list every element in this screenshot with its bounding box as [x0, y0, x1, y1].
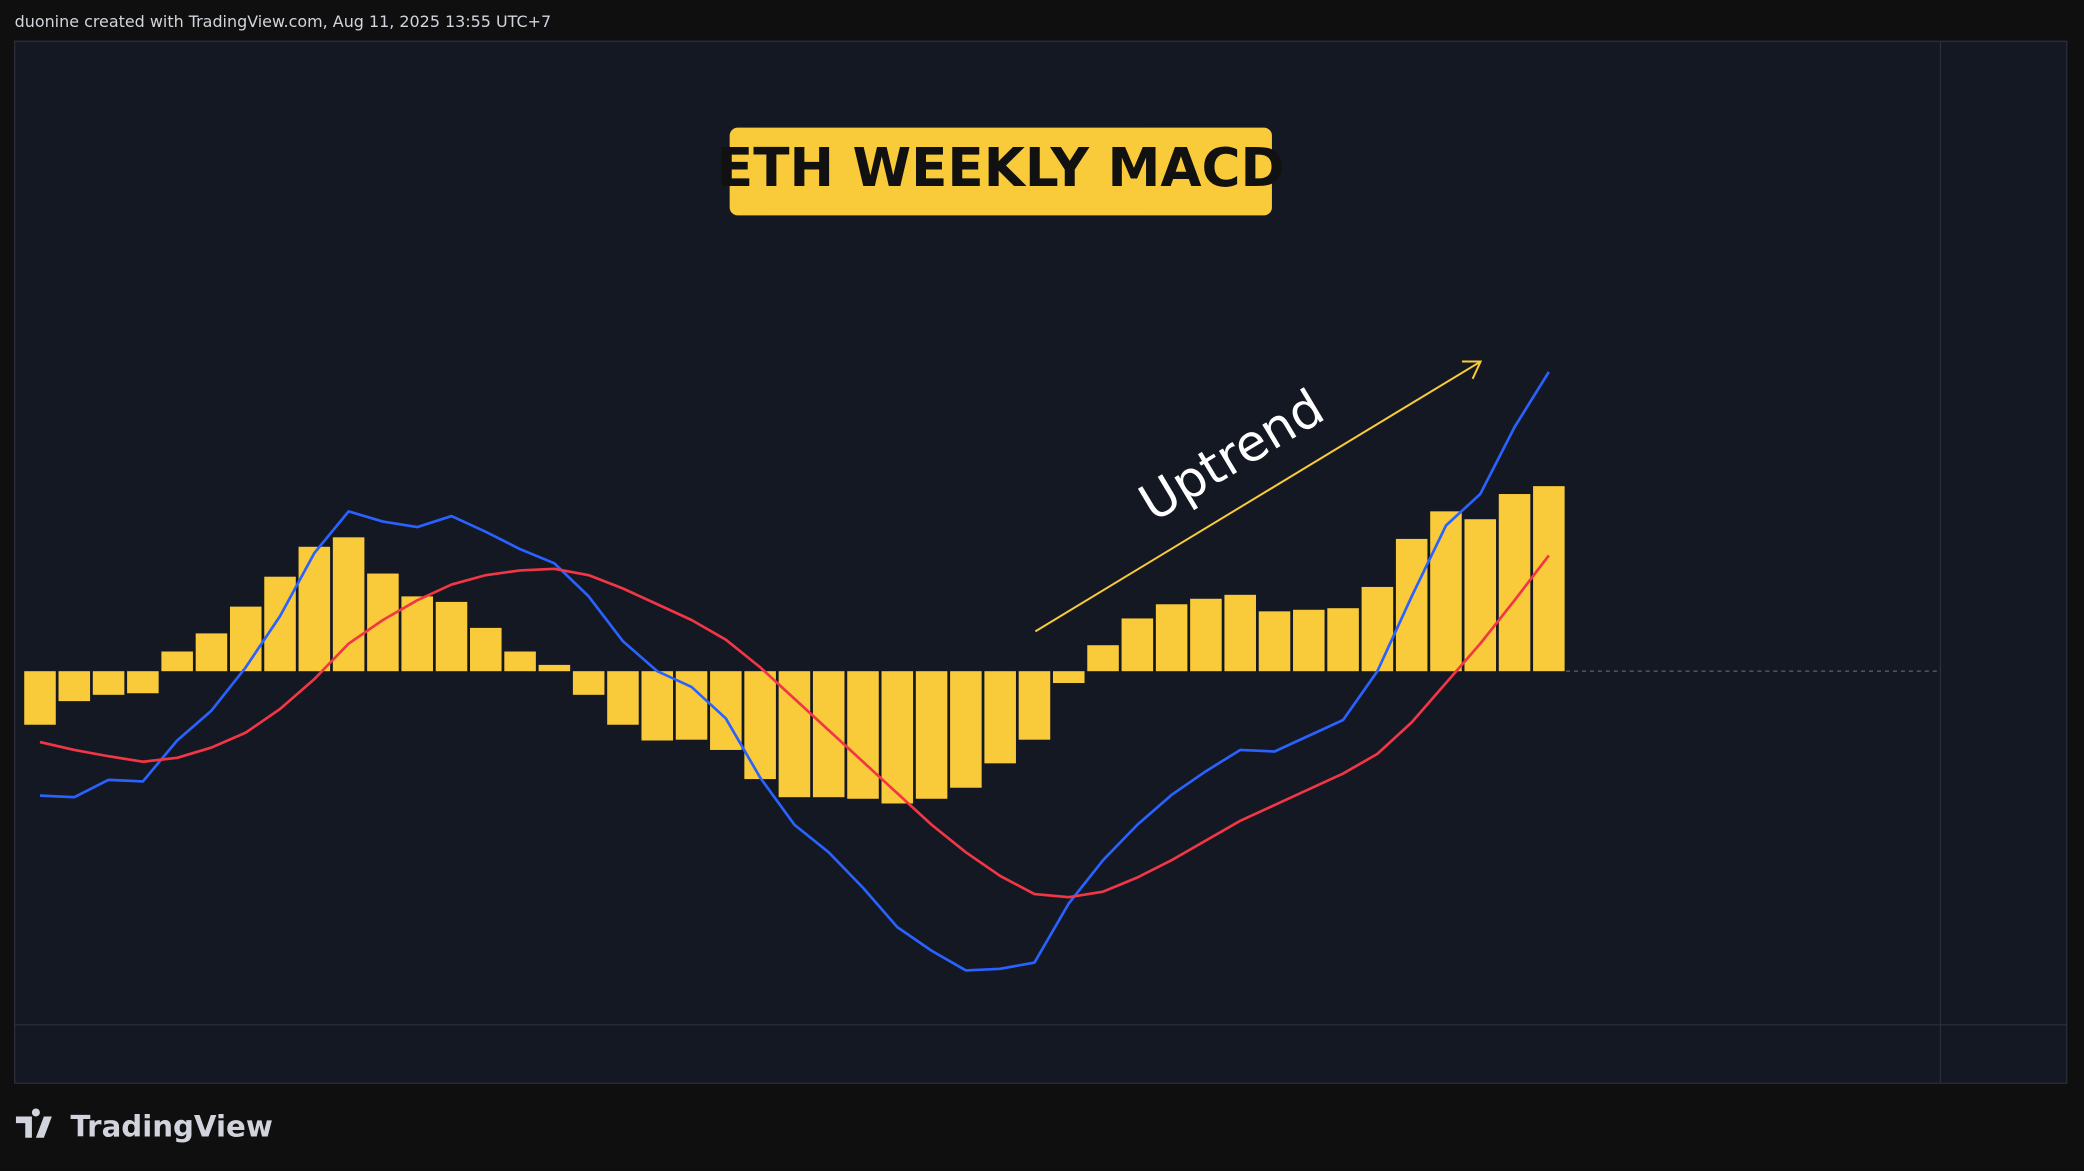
branding: TradingView [70, 1109, 272, 1143]
histogram-bar [950, 671, 982, 788]
indicator-line [39, 554, 1550, 899]
histogram-bar [915, 671, 948, 799]
histogram-bar [1498, 494, 1531, 672]
histogram-bar [1361, 586, 1394, 672]
histogram-bar [1430, 511, 1462, 672]
histogram-bar [1190, 598, 1222, 672]
logo-icon [15, 1108, 52, 1138]
histogram-bar [1293, 609, 1325, 672]
histogram-bar [1052, 671, 1085, 684]
histogram-bar [58, 671, 91, 702]
marks: 800.00700.00600.00500.00400.00300.00200.… [24, 371, 1941, 972]
histogram-bar [24, 671, 56, 725]
histogram-bar [538, 664, 571, 672]
histogram-bar [1533, 486, 1565, 672]
histogram-bar [1121, 618, 1154, 672]
histogram-bar [264, 576, 296, 672]
histogram-bar [881, 671, 914, 804]
histogram-bar [332, 537, 365, 672]
histogram-bar [401, 596, 433, 672]
chart-title: ETH WEEKLY MACD [717, 137, 1285, 199]
histogram-bar [1018, 671, 1051, 740]
histogram-bar [367, 573, 399, 672]
histogram-bar [641, 671, 674, 741]
histogram-bar [847, 671, 879, 799]
tradingview-logo: TradingView [15, 1108, 273, 1143]
histogram-bar [1327, 608, 1359, 672]
uptrend-arrow [1034, 360, 1482, 633]
histogram-bar [1087, 645, 1119, 672]
histogram-bar [92, 671, 125, 695]
histogram-bar [504, 651, 536, 672]
histogram-bar [435, 601, 468, 672]
arrow-head [1461, 360, 1483, 380]
histogram-bar [161, 651, 193, 672]
attribution: duonine created with TradingView.com, Au… [15, 12, 552, 31]
histogram-bar [744, 671, 776, 780]
indicator-line [39, 371, 1550, 972]
histogram-bar [572, 671, 605, 695]
title-box [729, 127, 1272, 216]
histogram-bar [470, 627, 502, 672]
histogram-bar [1155, 604, 1188, 672]
histogram-bar [1464, 519, 1497, 672]
histogram-bar [298, 546, 331, 672]
histogram-bar [1258, 611, 1291, 672]
histogram-bar [1224, 594, 1256, 672]
histogram-bar [127, 671, 159, 694]
histogram-bar [812, 671, 845, 798]
histogram-bar [195, 633, 228, 672]
histogram-bar [1395, 538, 1428, 672]
histogram-bar [607, 671, 639, 725]
histogram-bar [229, 606, 262, 672]
histogram-bar [984, 671, 1016, 764]
histogram-bar [778, 671, 811, 798]
